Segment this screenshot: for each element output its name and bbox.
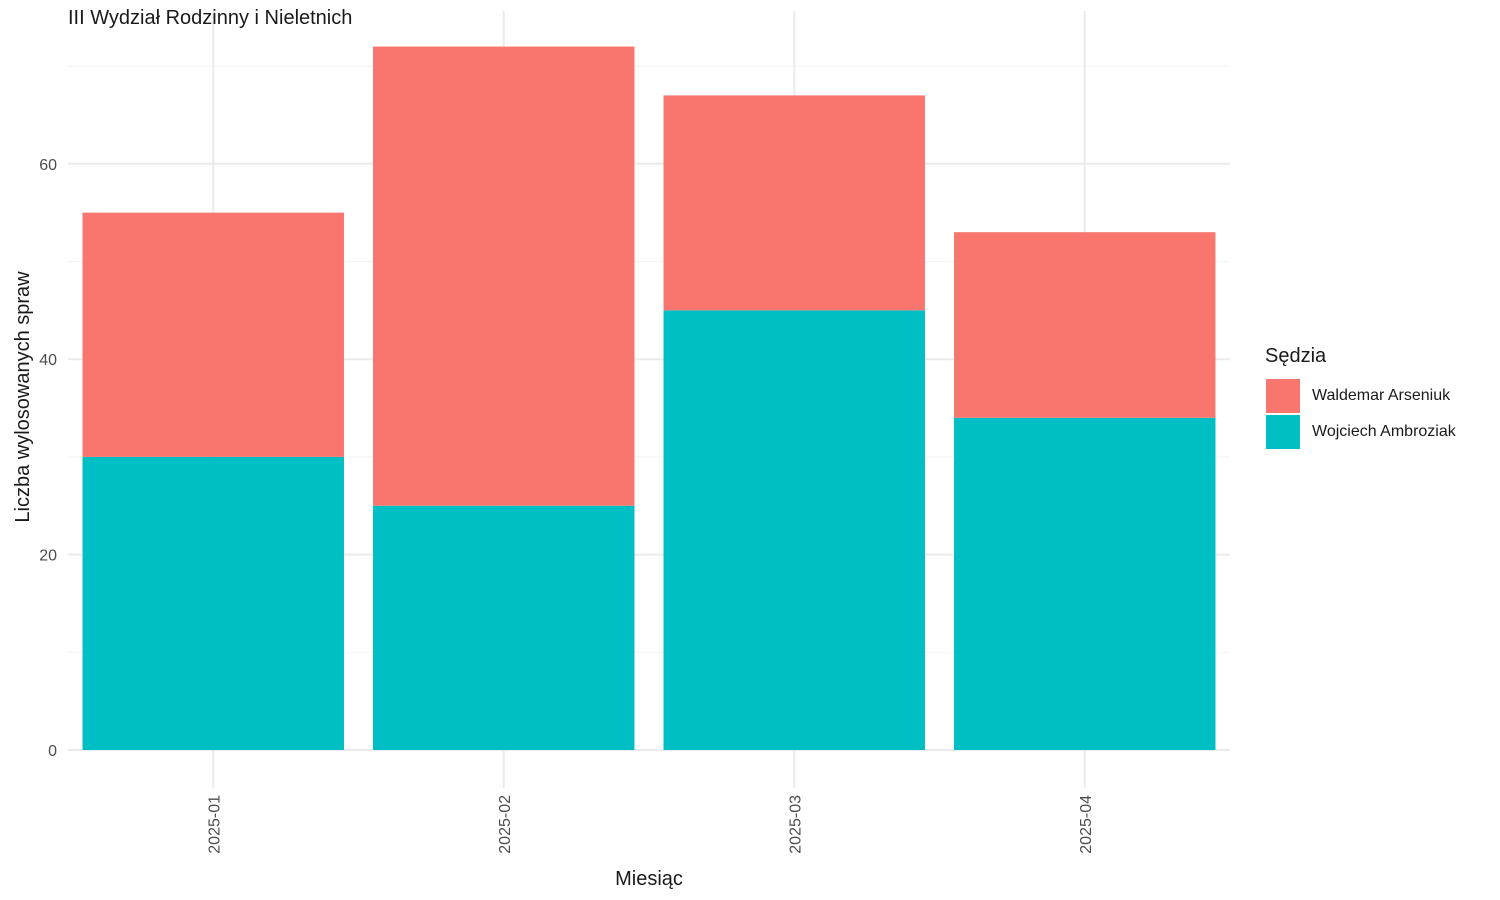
x-tick-label: 2025-02 [497, 795, 514, 854]
bar-segment [663, 310, 925, 750]
legend-title: Sędzia [1265, 345, 1327, 367]
legend-item-waldemar-arseniuk: Waldemar Arseniuk [1266, 379, 1450, 413]
bar-segment [373, 46, 635, 506]
bar-segment [373, 505, 635, 750]
bar-segment [663, 95, 925, 311]
y-axis-label: Liczba wylosowanych spraw [12, 271, 34, 523]
y-tick-label: 40 [39, 352, 57, 369]
x-tick-label: 2025-03 [787, 795, 804, 854]
legend-item-wojciech-ambroziak: Wojciech Ambroziak [1266, 415, 1456, 449]
y-tick-label: 20 [39, 548, 57, 565]
bars [82, 46, 1216, 750]
legend-swatch [1266, 415, 1300, 449]
bar-segment [82, 212, 344, 457]
chart-title: III Wydział Rodzinny i Nieletnich [68, 7, 353, 29]
legend-label: Wojciech Ambroziak [1312, 423, 1456, 440]
legend-swatch [1266, 379, 1300, 413]
x-tick-label: 2025-04 [1078, 795, 1095, 854]
bar-segment [954, 417, 1216, 750]
x-tick-label: 2025-01 [206, 795, 223, 854]
y-tick-label: 0 [48, 743, 57, 760]
bar-segment [82, 456, 344, 750]
x-axis-label: Miesiąc [615, 868, 683, 890]
bar-segment [954, 232, 1216, 418]
y-tick-label: 60 [39, 157, 57, 174]
legend-label: Waldemar Arseniuk [1312, 387, 1451, 404]
axes: Miesiąc Liczba wylosowanych spraw 0 20 40 6… [12, 157, 1095, 890]
